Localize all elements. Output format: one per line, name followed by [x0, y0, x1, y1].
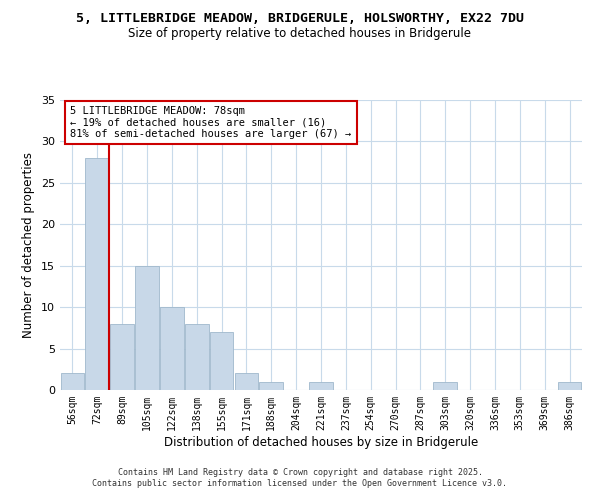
- Bar: [235, 374, 258, 390]
- Y-axis label: Number of detached properties: Number of detached properties: [22, 152, 35, 338]
- Bar: [558, 382, 581, 390]
- Bar: [160, 307, 184, 390]
- Bar: [433, 382, 457, 390]
- Bar: [85, 158, 109, 390]
- Text: Size of property relative to detached houses in Bridgerule: Size of property relative to detached ho…: [128, 28, 472, 40]
- Bar: [185, 324, 209, 390]
- Text: 5, LITTLEBRIDGE MEADOW, BRIDGERULE, HOLSWORTHY, EX22 7DU: 5, LITTLEBRIDGE MEADOW, BRIDGERULE, HOLS…: [76, 12, 524, 26]
- Text: Contains HM Land Registry data © Crown copyright and database right 2025.
Contai: Contains HM Land Registry data © Crown c…: [92, 468, 508, 487]
- Bar: [259, 382, 283, 390]
- Bar: [210, 332, 233, 390]
- Bar: [309, 382, 333, 390]
- Bar: [135, 266, 159, 390]
- Text: 5 LITTLEBRIDGE MEADOW: 78sqm
← 19% of detached houses are smaller (16)
81% of se: 5 LITTLEBRIDGE MEADOW: 78sqm ← 19% of de…: [70, 106, 352, 139]
- Bar: [61, 374, 84, 390]
- Bar: [110, 324, 134, 390]
- X-axis label: Distribution of detached houses by size in Bridgerule: Distribution of detached houses by size …: [164, 436, 478, 448]
